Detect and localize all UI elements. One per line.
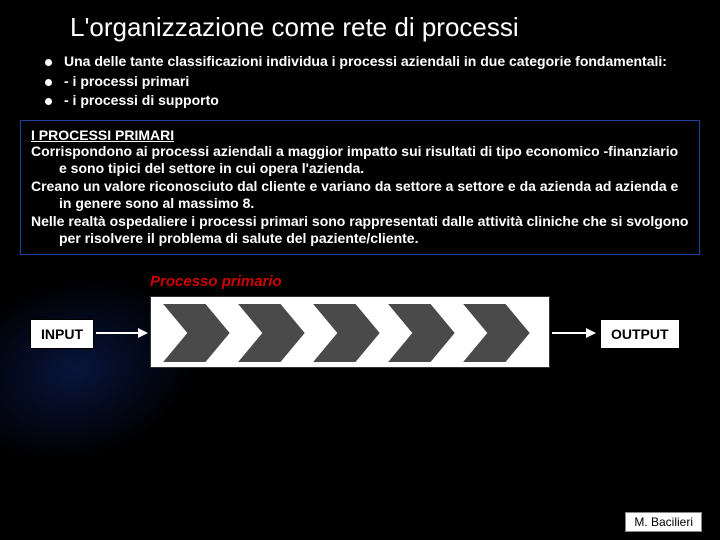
bullet-text: - i processi di supporto — [64, 92, 219, 110]
bullet-item: - i processi primari — [45, 73, 690, 91]
output-box: OUTPUT — [600, 319, 680, 349]
arrow-head-icon — [586, 328, 596, 338]
bullet-icon — [45, 59, 52, 66]
chevron-icon — [236, 303, 306, 363]
author-label: M. Bacilieri — [625, 512, 702, 532]
chevron-icon — [161, 303, 231, 363]
arrow-line — [552, 332, 588, 334]
arrow-head-icon — [138, 328, 148, 338]
bullet-icon — [45, 98, 52, 105]
chevron-icon — [461, 303, 531, 363]
body-paragraph: Nelle realtà ospedaliere i processi prim… — [31, 213, 689, 248]
chevron-icon — [311, 303, 381, 363]
bullet-item: Una delle tante classificazioni individu… — [45, 53, 690, 71]
body-heading: I PROCESSI PRIMARI — [31, 127, 689, 143]
chevron-icon — [386, 303, 456, 363]
arrow-line — [96, 332, 140, 334]
bullet-item: - i processi di supporto — [45, 92, 690, 110]
diagram-label: Processo primario — [0, 255, 720, 294]
bullet-text: - i processi primari — [64, 73, 189, 91]
slide-title: L'organizzazione come rete di processi — [0, 0, 720, 53]
bullet-list: Una delle tante classificazioni individu… — [0, 53, 720, 110]
chevron-container — [150, 296, 550, 368]
body-paragraph: Creano un valore riconosciuto dal client… — [31, 178, 689, 213]
body-paragraph: Corrispondono ai processi aziendali a ma… — [31, 143, 689, 178]
bullet-text: Una delle tante classificazioni individu… — [64, 53, 667, 71]
bullet-icon — [45, 79, 52, 86]
process-diagram: INPUT OUTPUT — [20, 294, 700, 384]
input-box: INPUT — [30, 319, 94, 349]
body-block: I PROCESSI PRIMARI Corrispondono ai proc… — [20, 120, 700, 255]
